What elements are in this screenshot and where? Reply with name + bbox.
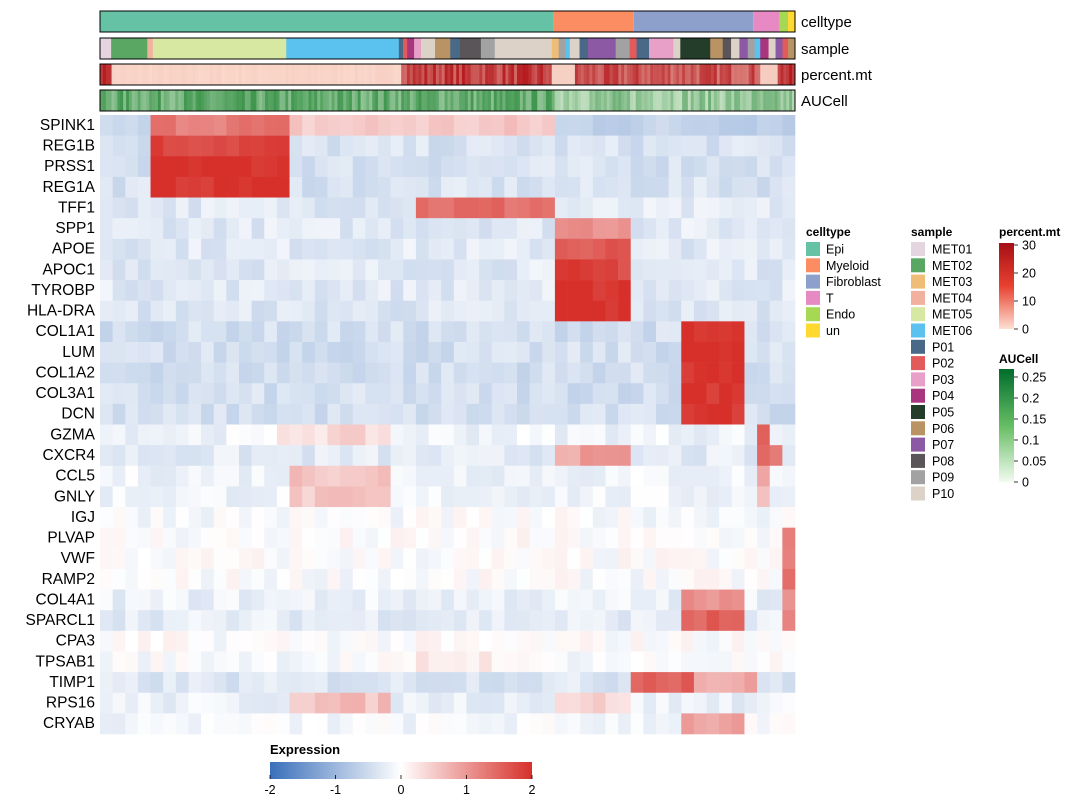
legend-celltype-un: un <box>826 324 840 338</box>
track-label-aucell: AUCell <box>801 93 848 110</box>
gene-label-col1a1: COL1A1 <box>36 323 95 340</box>
legend-expression-tick: 2 <box>529 783 536 797</box>
gene-label-ramp2: RAMP2 <box>42 571 95 588</box>
gene-label-prss1: PRSS1 <box>44 158 95 175</box>
legend-aucell-title: AUCell <box>999 352 1038 366</box>
legend-sample-met06: MET06 <box>932 324 972 338</box>
legend-celltype-fibroblast: Fibroblast <box>826 275 881 289</box>
celltype-segment-fibroblast <box>633 11 754 32</box>
legend-sample-met01: MET01 <box>932 243 972 257</box>
celltype-segment-myeloid <box>553 11 634 32</box>
legend-sample-p05: P05 <box>932 406 954 420</box>
legend-expression-tick: -2 <box>264 783 275 797</box>
track-label-percent-mt: percent.mt <box>801 67 873 84</box>
legend-aucell-tick: 0.05 <box>1022 455 1046 469</box>
legend-aucell: AUCell 0.25 0.2 0.15 0.1 0.05 0 <box>999 352 1046 490</box>
percent-mt-track <box>100 64 796 85</box>
gene-label-col1a2: COL1A2 <box>36 364 95 381</box>
legend-expression-tick: -1 <box>330 783 341 797</box>
legend-sample-p09: P09 <box>932 471 954 485</box>
celltype-track <box>100 11 795 32</box>
gene-label-col3a1: COL3A1 <box>36 385 95 402</box>
legend-expression-tick: 0 <box>398 783 405 797</box>
celltype-segment-epi <box>100 11 554 32</box>
sample-track <box>100 38 796 59</box>
legend-celltype: celltype Epi Myeloid Fibroblast T Endo un <box>806 225 881 338</box>
gene-labels: SPINK1 REG1B PRSS1 REG1A TFF1 SPP1 APOE APOC1 TY… <box>26 117 96 732</box>
gene-label-tff1: TFF1 <box>58 199 95 216</box>
celltype-segment-t <box>753 11 780 32</box>
legend-sample-p04: P04 <box>932 389 954 403</box>
gene-label-cpa3: CPA3 <box>56 633 95 650</box>
track-label-celltype: celltype <box>801 14 852 31</box>
legend-sample-p10: P10 <box>932 487 954 501</box>
gene-label-rps16: RPS16 <box>46 695 95 712</box>
gene-label-apoe: APOE <box>52 241 95 258</box>
gene-label-cryab: CRYAB <box>43 715 95 732</box>
legend-expression-tick: 1 <box>463 783 470 797</box>
legend-aucell-tick: 0.2 <box>1022 392 1039 406</box>
legend-expression: Expression -2 -1 0 1 2 <box>264 742 535 797</box>
gene-label-gzma: GZMA <box>50 426 95 443</box>
legend-celltype-endo: Endo <box>826 308 855 322</box>
legend-sample-p01: P01 <box>932 340 954 354</box>
legend-sample-p03: P03 <box>932 373 954 387</box>
gene-label-hla-dra: HLA-DRA <box>27 303 96 320</box>
legend-sample: sample MET01 MET02 MET03 MET04 MET05 MET06 P01… <box>911 225 972 501</box>
legend-percent-mt-tick: 30 <box>1022 239 1036 253</box>
legend-sample-p08: P08 <box>932 454 954 468</box>
legend-percent-mt-tick: 10 <box>1022 295 1036 309</box>
legend-sample-p02: P02 <box>932 357 954 371</box>
track-label-sample: sample <box>801 41 849 58</box>
gene-label-dcn: DCN <box>61 406 95 423</box>
legend-sample-met05: MET05 <box>932 308 972 322</box>
gene-label-tpsab1: TPSAB1 <box>36 653 95 670</box>
gene-label-sparcl1: SPARCL1 <box>26 612 96 629</box>
celltype-segment-un <box>788 11 795 32</box>
gene-label-timp1: TIMP1 <box>49 674 95 691</box>
legend-sample-met03: MET03 <box>932 275 972 289</box>
legend-aucell-tick: 0.25 <box>1022 371 1046 385</box>
celltype-segment-endo <box>779 11 789 32</box>
legend-celltype-title: celltype <box>806 225 851 239</box>
gene-label-reg1a: REG1A <box>42 179 95 196</box>
gene-label-gnly: GNLY <box>54 488 95 505</box>
heatmap-cells <box>100 115 796 735</box>
aucell-track <box>100 90 796 111</box>
legend-aucell-tick: 0 <box>1022 476 1029 490</box>
legend-percent-mt-title: percent.mt <box>999 225 1060 239</box>
legend-celltype-t: T <box>826 291 834 305</box>
gene-label-spp1: SPP1 <box>55 220 95 237</box>
legend-aucell-tick: 0.15 <box>1022 413 1046 427</box>
gene-label-vwf: VWF <box>61 550 95 567</box>
legend-sample-p07: P07 <box>932 438 954 452</box>
gene-label-plvap: PLVAP <box>47 530 95 547</box>
legend-sample-met02: MET02 <box>932 259 972 273</box>
legend-percent-mt-tick: 20 <box>1022 267 1036 281</box>
legend-celltype-epi: Epi <box>826 243 844 257</box>
legend-percent-mt-tick: 0 <box>1022 323 1029 337</box>
gene-label-apoc1: APOC1 <box>42 261 95 278</box>
gene-label-cxcr4: CXCR4 <box>42 447 95 464</box>
gene-label-lum: LUM <box>62 344 95 361</box>
legend-percent-mt: percent.mt 30 20 10 0 <box>999 225 1060 337</box>
gene-label-col4a1: COL4A1 <box>36 591 95 608</box>
gene-label-ccl5: CCL5 <box>55 468 95 485</box>
gene-label-reg1b: REG1B <box>42 137 95 154</box>
legend-celltype-myeloid: Myeloid <box>826 259 869 273</box>
gene-label-igj: IGJ <box>71 509 95 526</box>
legend-sample-p06: P06 <box>932 422 954 436</box>
gene-label-tyrobp: TYROBP <box>31 282 95 299</box>
legend-sample-met04: MET04 <box>932 291 972 305</box>
legend-expression-title: Expression <box>270 742 340 757</box>
legend-sample-title: sample <box>911 225 953 239</box>
legend-aucell-tick: 0.1 <box>1022 434 1039 448</box>
gene-label-spink1: SPINK1 <box>40 117 95 134</box>
annotation-tracks: celltype sample percent.mt AUCell <box>99 10 873 112</box>
